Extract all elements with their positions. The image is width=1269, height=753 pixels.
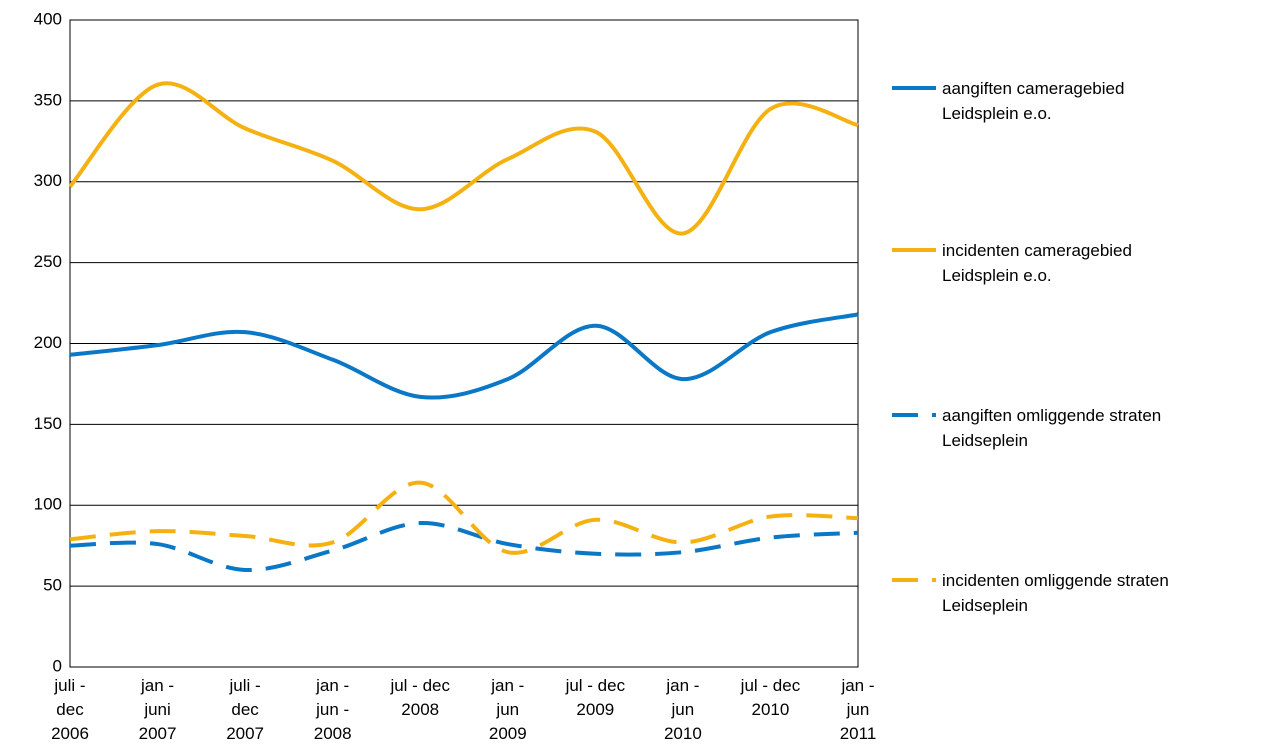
x-tick-label: jul - dec 2010 [740,676,801,719]
legend-label: aangiften omliggende straten Leidseplein [942,406,1161,450]
plot-frame [69,19,859,668]
x-tick-label: juli -dec 2006 [51,676,89,743]
y-tick-label: 200 [34,333,62,352]
x-tick-label: jul - dec 2008 [389,676,450,719]
legend-label: aangiften cameragebied Leidsplein e.o. [942,79,1124,123]
y-tick-label: 300 [34,171,62,190]
y-tick-label: 150 [34,414,62,433]
y-tick-label: 350 [34,90,62,109]
x-tick-label: jan -jun 2010 [664,676,702,743]
series-line [68,81,859,236]
x-tick-label: jan -jun -2008 [314,676,352,743]
x-tick-label: jul - dec 2009 [565,676,626,719]
x-tick-label: jan -jun 2011 [840,676,877,743]
x-tick-label: jan -jun 2009 [489,676,527,743]
y-tick-label: 50 [43,576,62,595]
legend-label: incidenten cameragebied Leidsplein e.o. [942,241,1132,285]
y-tick-label: 400 [34,9,62,28]
series-line [69,480,859,555]
series-line [69,521,859,572]
y-tick-label: 0 [53,656,62,675]
y-tick-label: 100 [34,495,62,514]
y-tick-label: 250 [34,252,62,271]
x-tick-label: jan -juni 2007 [139,676,177,743]
series-line [69,312,859,400]
x-tick-label: juli -dec 2007 [226,676,264,743]
legend-label: incidenten omliggende straten Leidseplein [942,571,1169,615]
